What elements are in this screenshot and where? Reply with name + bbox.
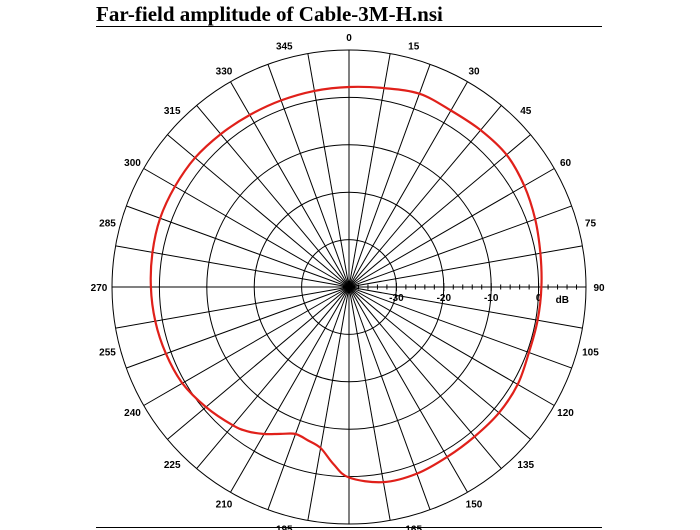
grid-spoke [348, 105, 502, 288]
angle-label: 15 [408, 42, 420, 53]
grid-spoke [115, 245, 350, 288]
series-layer [149, 85, 543, 484]
grid-spoke [348, 286, 555, 406]
grid-spoke [196, 105, 350, 288]
angle-label: 210 [216, 500, 233, 511]
radial-unit-label: dB [556, 295, 569, 306]
angle-label: 120 [557, 408, 574, 419]
angle-labels: 0153045607590105120135150165180195210225… [91, 33, 605, 530]
grid-spoke [143, 286, 350, 406]
grid-spoke [348, 286, 468, 493]
angle-label: 285 [99, 218, 116, 229]
grid-spoke [348, 168, 555, 288]
chart-title: Far-field amplitude of Cable-3M-H.nsi [96, 2, 443, 26]
grid-spoke [348, 245, 583, 288]
grid-spoke [348, 286, 572, 369]
title-divider [96, 26, 602, 27]
grid-spoke [348, 64, 431, 288]
radial-tick-label: -20 [437, 293, 452, 304]
angle-label: 225 [164, 460, 181, 471]
grid-spoke [230, 286, 350, 493]
grid-spoke [307, 53, 350, 288]
radial-axis: -30 -20 -10 0 dB [357, 283, 578, 306]
angle-label: 0 [346, 33, 352, 44]
angle-label: 240 [124, 408, 141, 419]
grid-spoke [230, 81, 350, 288]
bottom-divider [96, 527, 602, 528]
grid-spoke [126, 205, 350, 288]
angle-label: 330 [216, 66, 233, 77]
grid-spoke [167, 286, 350, 440]
radial-tick-label: 0 [536, 293, 542, 304]
radial-tick-label: -10 [484, 293, 499, 304]
grid-spoke [348, 286, 502, 469]
far-field-curve [149, 85, 543, 484]
angle-label: 75 [585, 218, 597, 229]
angle-label: 135 [517, 460, 534, 471]
grid-spoke [126, 286, 350, 369]
polar-grid [111, 49, 587, 525]
angle-label: 90 [593, 283, 605, 294]
grid-spoke [143, 168, 350, 288]
grid-spoke [348, 134, 531, 288]
angle-label: 315 [164, 106, 181, 117]
angle-label: 195 [276, 524, 293, 530]
angle-label: 45 [520, 106, 532, 117]
angle-label: 60 [560, 158, 572, 169]
grid-spoke [167, 134, 350, 288]
grid-spoke [348, 286, 583, 329]
grid-spoke [348, 286, 531, 440]
grid-spoke [348, 81, 468, 288]
angle-label: 300 [124, 158, 141, 169]
angle-label: 105 [582, 348, 599, 359]
angle-label: 30 [468, 66, 480, 77]
angle-label: 270 [91, 283, 108, 294]
grid-spoke [348, 53, 391, 288]
radial-tick-label: -30 [389, 293, 404, 304]
grid-spoke [196, 286, 350, 469]
angle-label: 165 [405, 524, 422, 530]
angle-label: 345 [276, 42, 293, 53]
angle-label: 255 [99, 348, 116, 359]
angle-label: 150 [466, 500, 483, 511]
grid-spoke [267, 286, 350, 510]
grid-spoke [307, 286, 350, 521]
